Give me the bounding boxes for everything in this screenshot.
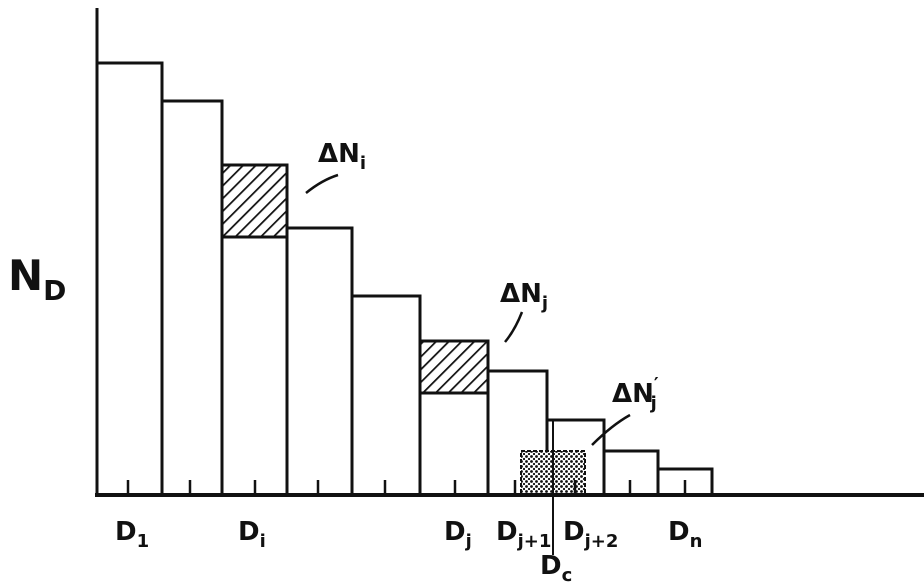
x-label: Dj xyxy=(444,517,472,552)
label-part: D xyxy=(43,274,66,307)
leaders xyxy=(305,173,631,446)
bars xyxy=(95,61,714,497)
hatched-increment xyxy=(418,339,490,395)
hatched-increment xyxy=(220,163,289,239)
label-part: D xyxy=(115,517,137,547)
label-part: i xyxy=(260,531,266,552)
annotation: ΔNj xyxy=(500,279,548,314)
label-part: D xyxy=(563,517,585,547)
label-part: ΔN xyxy=(318,139,360,169)
label-part: n xyxy=(690,531,703,552)
label-part: j xyxy=(541,293,548,314)
annotation: ΔNi xyxy=(318,139,366,174)
x-label: D1 xyxy=(115,517,149,552)
bar xyxy=(285,226,354,497)
label-part: ΔN xyxy=(612,379,654,409)
label-part: D xyxy=(444,517,466,547)
bar xyxy=(350,294,422,497)
label-part: j xyxy=(465,531,472,552)
label-part: c xyxy=(562,565,573,586)
bar xyxy=(95,61,164,497)
bar xyxy=(160,99,224,497)
annotation: ΔN′ j xyxy=(612,374,659,414)
x-label: Dn xyxy=(668,517,702,552)
label-part: D xyxy=(496,517,518,547)
label-part: D xyxy=(668,517,690,547)
label-part: D xyxy=(238,517,260,547)
y-label: ND xyxy=(8,251,66,307)
label-part: ΔN xyxy=(500,279,542,309)
label-part: j xyxy=(650,393,657,414)
label-part: N xyxy=(8,251,43,300)
x-label: Dj+1 xyxy=(496,517,551,552)
label-part: ′ xyxy=(654,374,659,395)
label-part: j+1 xyxy=(517,531,552,552)
label-part: D xyxy=(540,551,562,581)
ticks xyxy=(126,480,687,495)
x-label: Di xyxy=(238,517,266,552)
label-part: 1 xyxy=(137,531,150,552)
x-label: Dj+2 xyxy=(563,517,618,552)
label-part: j+2 xyxy=(584,531,619,552)
label-part: i xyxy=(360,153,366,174)
x-label: Dc xyxy=(540,551,572,586)
